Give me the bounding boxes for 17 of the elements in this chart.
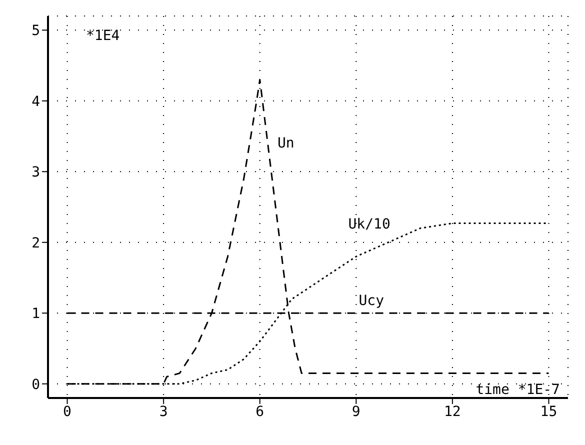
annotation: time *1E-7 [476, 382, 560, 398]
y-tick-label: 2 [32, 235, 40, 252]
x-tick-label: 9 [352, 404, 360, 420]
y-tick-label: 3 [32, 164, 40, 181]
y-tick-label: 1 [32, 306, 40, 322]
y-tick-label: 4 [32, 94, 40, 110]
series-label: Uk/10 [348, 216, 390, 232]
y-tick-label: 5 [32, 23, 40, 40]
x-tick-label: 15 [540, 404, 558, 420]
x-tick-label: 12 [444, 404, 461, 420]
series-label: Ucy [358, 293, 384, 310]
y-tick-label: 0 [32, 376, 40, 393]
x-tick-label: 6 [256, 404, 264, 420]
x-tick-label: 0 [63, 404, 72, 420]
series-label: Un [277, 135, 294, 152]
x-tick-label: 3 [159, 404, 168, 420]
annotation: *1E4 [86, 28, 120, 44]
